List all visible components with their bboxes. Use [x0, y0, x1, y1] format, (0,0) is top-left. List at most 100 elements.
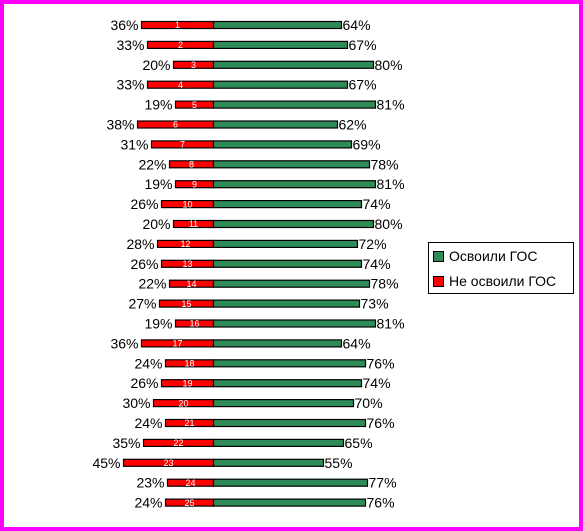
bar-mastered-11 — [212, 219, 375, 229]
category-label-16: 16 — [189, 319, 199, 329]
value-label-mastered-9: 81% — [377, 176, 405, 192]
value-label-mastered-8: 78% — [371, 156, 399, 172]
value-label-not-mastered-23: 45% — [92, 455, 120, 471]
value-label-not-mastered-17: 36% — [110, 335, 138, 351]
value-label-mastered-24: 77% — [369, 475, 397, 491]
value-label-mastered-11: 80% — [375, 216, 403, 232]
category-label-4: 4 — [178, 80, 183, 90]
category-label-18: 18 — [184, 359, 194, 369]
category-label-13: 13 — [182, 259, 192, 269]
value-label-not-mastered-25: 24% — [134, 495, 162, 511]
bar-mastered-1 — [212, 20, 343, 30]
value-label-mastered-16: 81% — [377, 316, 405, 332]
value-label-mastered-18: 76% — [367, 355, 395, 371]
bar-mastered-15 — [212, 299, 361, 308]
bar-mastered-22 — [212, 438, 345, 447]
bar-mastered-8 — [212, 160, 371, 169]
category-label-9: 9 — [192, 179, 197, 189]
value-label-mastered-21: 76% — [367, 415, 395, 431]
bar-mastered-18 — [212, 359, 367, 368]
value-label-mastered-5: 81% — [377, 97, 405, 113]
value-label-not-mastered-21: 24% — [134, 415, 162, 431]
value-label-mastered-6: 62% — [339, 117, 367, 133]
bar-mastered-17 — [212, 339, 343, 348]
value-label-mastered-12: 72% — [359, 236, 387, 252]
value-label-not-mastered-6: 38% — [106, 117, 134, 133]
bar-mastered-13 — [212, 259, 363, 268]
value-label-mastered-20: 70% — [355, 395, 383, 411]
value-label-mastered-15: 73% — [361, 296, 389, 312]
bar-mastered-20 — [212, 399, 355, 408]
category-label-20: 20 — [178, 398, 188, 408]
category-label-10: 10 — [182, 199, 192, 209]
value-label-not-mastered-22: 35% — [112, 435, 140, 451]
category-label-8: 8 — [189, 160, 194, 170]
value-label-not-mastered-8: 22% — [138, 156, 166, 172]
category-label-1: 1 — [175, 20, 180, 30]
category-label-22: 22 — [173, 438, 183, 448]
bar-mastered-23 — [212, 458, 325, 467]
category-label-11: 11 — [189, 219, 198, 229]
value-label-not-mastered-14: 22% — [138, 276, 166, 292]
value-label-mastered-4: 67% — [349, 77, 377, 93]
value-label-not-mastered-9: 19% — [144, 176, 172, 192]
legend-label-mastered: Освоили ГОС — [449, 248, 538, 264]
value-label-not-mastered-5: 19% — [144, 97, 172, 113]
value-label-not-mastered-15: 27% — [128, 296, 156, 312]
category-label-25: 25 — [184, 498, 194, 508]
bar-mastered-21 — [212, 418, 367, 428]
value-label-mastered-25: 76% — [367, 495, 395, 511]
value-label-not-mastered-1: 36% — [110, 17, 138, 33]
value-label-not-mastered-18: 24% — [134, 355, 162, 371]
legend-swatch-mastered — [433, 250, 444, 262]
value-label-not-mastered-11: 20% — [142, 216, 170, 232]
category-label-15: 15 — [181, 299, 191, 309]
bar-mastered-24 — [212, 478, 369, 487]
category-label-6: 6 — [173, 120, 178, 130]
value-label-not-mastered-12: 28% — [126, 236, 154, 252]
value-label-mastered-23: 55% — [325, 455, 353, 471]
value-label-mastered-2: 67% — [349, 37, 377, 53]
value-label-not-mastered-19: 26% — [130, 375, 158, 391]
bar-mastered-16 — [212, 319, 377, 328]
category-label-23: 23 — [163, 458, 173, 468]
legend-swatch-not-mastered — [433, 275, 444, 287]
category-label-17: 17 — [172, 339, 182, 349]
bar-mastered-12 — [212, 239, 359, 248]
value-label-mastered-7: 69% — [353, 136, 381, 152]
value-label-not-mastered-2: 33% — [116, 37, 144, 53]
value-label-mastered-19: 74% — [363, 375, 391, 391]
bar-mastered-10 — [212, 200, 363, 209]
category-label-12: 12 — [180, 239, 190, 249]
value-label-mastered-1: 64% — [343, 17, 371, 33]
value-label-not-mastered-16: 19% — [144, 316, 172, 332]
bar-mastered-14 — [212, 279, 371, 288]
value-label-not-mastered-4: 33% — [116, 77, 144, 93]
category-label-2: 2 — [178, 40, 183, 50]
category-label-19: 19 — [182, 378, 192, 388]
value-label-mastered-13: 74% — [363, 256, 391, 272]
value-label-not-mastered-3: 20% — [142, 57, 170, 73]
value-label-mastered-10: 74% — [363, 196, 391, 212]
bar-mastered-6 — [212, 120, 339, 129]
value-label-not-mastered-10: 26% — [130, 196, 158, 212]
value-label-not-mastered-20: 30% — [122, 395, 150, 411]
bar-mastered-4 — [212, 80, 349, 89]
bar-mastered-19 — [212, 379, 363, 388]
bar-mastered-2 — [212, 40, 349, 50]
value-label-not-mastered-24: 23% — [136, 475, 164, 491]
value-label-mastered-14: 78% — [371, 276, 399, 292]
bar-mastered-9 — [212, 180, 377, 189]
category-label-21: 21 — [184, 418, 194, 428]
bar-mastered-3 — [212, 60, 375, 69]
legend-item-mastered: Освоили ГОС — [433, 247, 537, 265]
legend: Освоили ГОС Не освоили ГОС — [428, 242, 574, 294]
category-label-5: 5 — [192, 100, 197, 110]
value-label-mastered-17: 64% — [343, 335, 371, 351]
value-label-mastered-22: 65% — [345, 435, 373, 451]
category-label-24: 24 — [185, 478, 195, 488]
value-label-not-mastered-7: 31% — [120, 136, 148, 152]
category-label-14: 14 — [186, 279, 196, 289]
bar-mastered-5 — [212, 100, 377, 109]
